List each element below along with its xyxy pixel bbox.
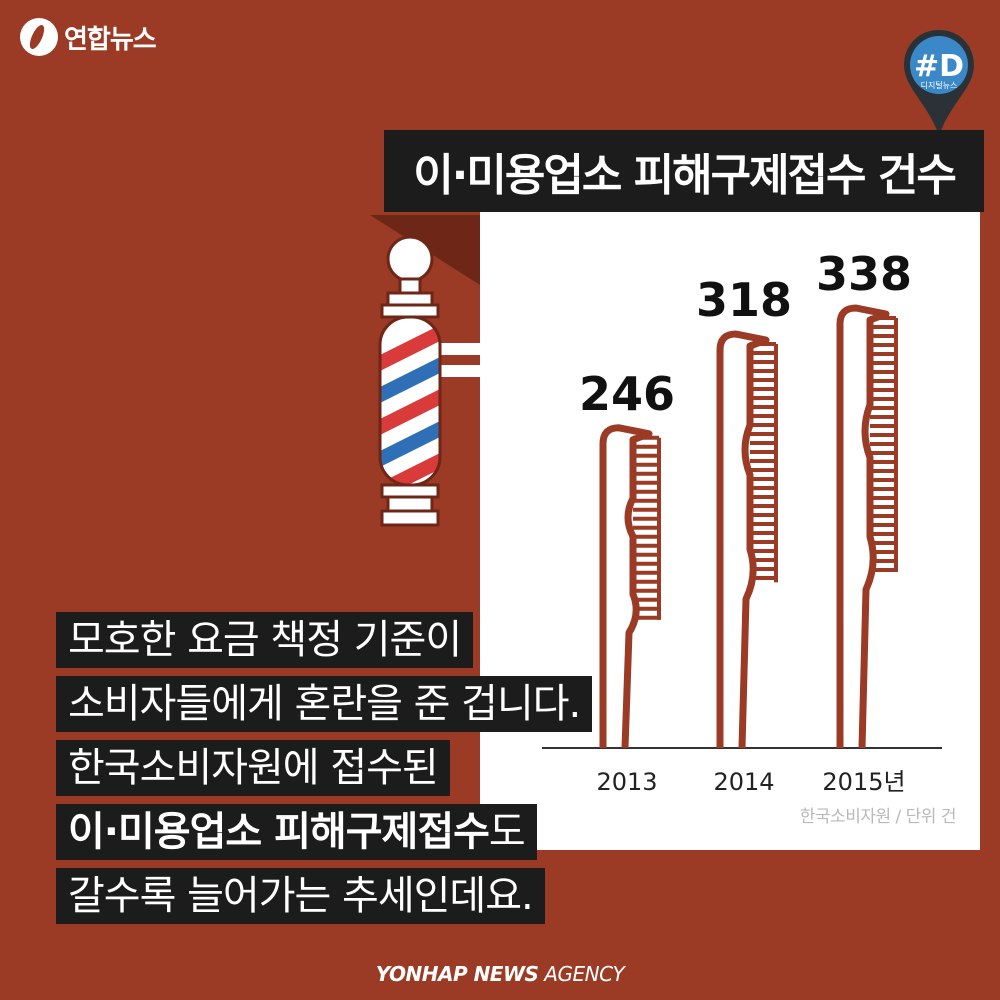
logo-text: 연합뉴스 <box>64 24 157 55</box>
yonhap-logo: 연합뉴스 <box>20 18 157 56</box>
x-tick-label-0: 2013 <box>596 768 657 796</box>
x-tick-label-2: 2015년 <box>822 768 905 796</box>
caption-line-3: 한국소비자원에 접수된 <box>56 740 450 796</box>
value-label-2015년: 338 <box>816 247 912 301</box>
value-label-2013: 246 <box>579 367 675 421</box>
barber-pole-icon <box>370 215 480 527</box>
footer-italic: AGENCY <box>538 962 625 986</box>
digital-news-badge-icon: #D 디지털뉴스 <box>904 30 974 136</box>
badge-sub: 디지털뉴스 <box>921 80 958 90</box>
yonhap-logo-icon <box>20 18 58 56</box>
x-tick-label-1: 2014 <box>713 768 774 796</box>
caption-line-1: 모호한 요금 책정 기준이 <box>56 612 474 668</box>
chart-title-bar: 이·미용업소 피해구제접수 건수 <box>384 130 984 212</box>
footer-bold: YONHAP NEWS <box>375 962 539 986</box>
chart-title: 이·미용업소 피해구제접수 건수 <box>413 150 957 201</box>
value-label-2014: 318 <box>696 273 792 327</box>
comb-bar-2014 <box>716 330 778 749</box>
comb-bar-2013 <box>599 424 661 749</box>
chart-panel: 246 2013 318 2014 338 2015년 한국소비자원 / 단위 건 <box>480 212 980 850</box>
caption-line-4-rest: 도 <box>488 809 526 855</box>
caption-highlight: 이·미용업소 피해구제접수 <box>68 809 490 855</box>
bar-chart: 246 2013 318 2014 338 2015년 <box>542 247 942 796</box>
caption-line-5: 갈수록 늘어가는 추세인데요. <box>56 868 545 924</box>
comb-bar-2015년 <box>836 304 898 749</box>
badge-hash: #D <box>914 49 964 84</box>
footer-agency: YONHAP NEWS AGENCY <box>0 962 1000 986</box>
caption-line-4: 이·미용업소 피해구제접수도 <box>56 804 537 860</box>
caption-line-2: 소비자들에게 혼란을 준 겁니다. <box>56 676 593 732</box>
chart-source: 한국소비자원 / 단위 건 <box>799 807 957 827</box>
